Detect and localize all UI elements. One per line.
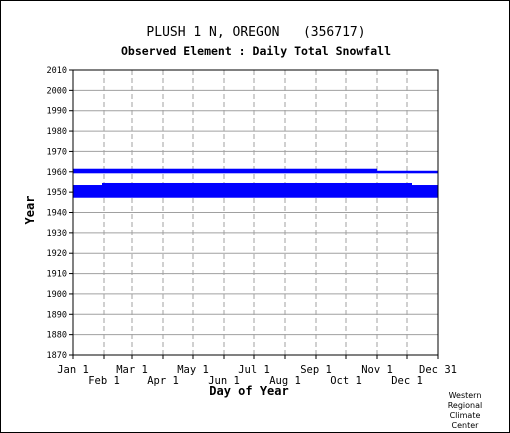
record-bar bbox=[73, 191, 438, 194]
y-tick-label: 2010 bbox=[47, 66, 67, 76]
y-tick-label: 1880 bbox=[47, 331, 67, 341]
y-tick-label: 1990 bbox=[47, 107, 67, 117]
x-tick-label: Dec 1 bbox=[391, 375, 423, 387]
record-bar bbox=[73, 185, 438, 188]
x-tick-label: Jun 1 bbox=[208, 375, 240, 387]
credit-line: Climate bbox=[449, 411, 481, 420]
y-tick-label: 2000 bbox=[47, 86, 67, 96]
credit-line: Western bbox=[448, 391, 482, 400]
y-axis-ticks: 1870 1880 1890 1900 1910 1920 1930 1940 1950 1960… bbox=[47, 66, 73, 361]
y-tick-label: 1980 bbox=[47, 127, 67, 137]
y-tick-label: 1930 bbox=[47, 229, 67, 239]
y-tick-label: 1900 bbox=[47, 290, 67, 300]
x-tick-label: Oct 1 bbox=[330, 375, 362, 387]
data-records bbox=[73, 168, 438, 198]
x-tick-label: Sep 1 bbox=[300, 364, 332, 376]
x-tick-label: Aug 1 bbox=[269, 375, 301, 387]
record-bar bbox=[73, 187, 438, 190]
credit-block: Western Regional Climate Center bbox=[435, 391, 495, 431]
y-tick-label: 1890 bbox=[47, 310, 67, 320]
record-bar bbox=[102, 182, 412, 186]
record-bar bbox=[73, 168, 377, 172]
credit-line: Center bbox=[451, 421, 479, 430]
x-tick-label: Jan 1 bbox=[57, 364, 89, 376]
x-tick-label: Apr 1 bbox=[147, 375, 179, 387]
y-tick-label: 1920 bbox=[47, 249, 67, 259]
record-bar bbox=[73, 193, 438, 196]
y-axis-label: Year bbox=[23, 196, 37, 225]
credit-line: Regional bbox=[447, 401, 483, 410]
grid-lines bbox=[73, 70, 438, 355]
x-axis-ticks: Jan 1 Mar 1 May 1 Jul 1 Sep 1 Nov 1 Dec 31 Feb … bbox=[57, 355, 457, 387]
y-tick-label: 1940 bbox=[47, 209, 67, 219]
x-tick-label: Feb 1 bbox=[88, 375, 120, 387]
y-tick-label: 1960 bbox=[47, 168, 67, 178]
x-tick-label: Dec 31 bbox=[419, 364, 457, 376]
chart-subtitle: Observed Element : Daily Total Snowfall bbox=[120, 44, 392, 58]
record-bar bbox=[73, 189, 438, 192]
x-axis-label: Day of Year bbox=[209, 384, 288, 398]
x-tick-label: May 1 bbox=[177, 364, 209, 376]
x-tick-label: Jul 1 bbox=[238, 364, 270, 376]
x-tick-label: Mar 1 bbox=[116, 364, 148, 376]
chart-title: PLUSH 1 N, OREGON (356717) bbox=[146, 25, 366, 40]
record-bar bbox=[73, 195, 438, 198]
x-tick-label: Nov 1 bbox=[361, 364, 393, 376]
y-tick-label: 1910 bbox=[47, 270, 67, 280]
y-tick-label: 1870 bbox=[47, 351, 67, 361]
y-tick-label: 1970 bbox=[47, 147, 67, 157]
y-tick-label: 1950 bbox=[47, 188, 67, 198]
record-bar bbox=[73, 170, 438, 174]
